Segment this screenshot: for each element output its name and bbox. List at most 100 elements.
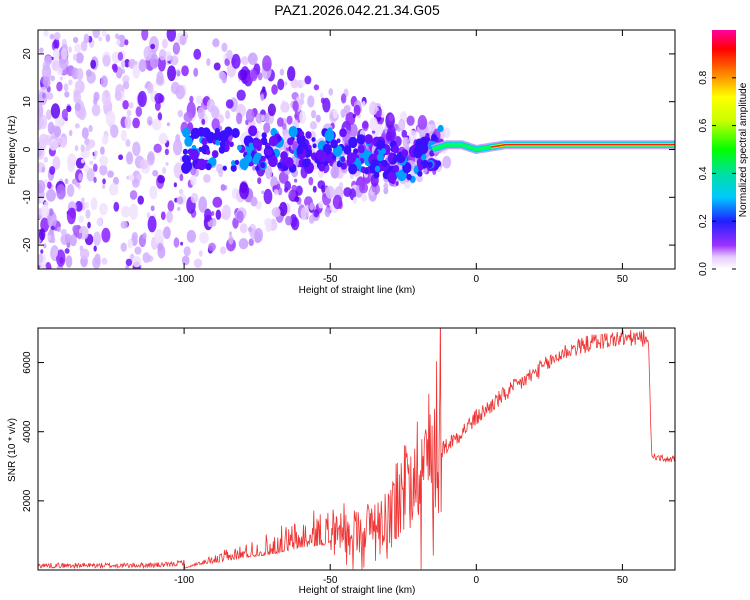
spectrogram-core-blob — [196, 158, 207, 171]
snr-x-label: Height of straight line (km) — [299, 585, 416, 596]
spectrogram-blob — [294, 196, 300, 203]
spectrogram-blob — [172, 138, 183, 156]
spectrogram-blob — [52, 48, 60, 61]
spectrogram-blob — [51, 59, 62, 72]
spectrogram-blob — [341, 114, 345, 118]
spectrogram-blob — [385, 131, 393, 142]
spectrogram-core-blob — [182, 127, 191, 138]
spectrogram-core-blob — [417, 164, 424, 171]
spectrogram-blob — [162, 166, 167, 174]
spectrogram-core-blob — [373, 149, 379, 156]
spectrogram-blob — [325, 185, 335, 199]
spectrogram-blob — [66, 183, 75, 198]
spectrogram-blob — [40, 264, 47, 269]
spectrogram-blob — [93, 176, 97, 183]
spectrogram-blob — [99, 155, 109, 166]
spectrogram-blob — [300, 79, 306, 87]
x-tick-label: 0 — [474, 575, 480, 586]
spectrogram-blob — [47, 211, 57, 229]
spectrogram-blob — [304, 75, 312, 85]
spectrogram-core-blob — [425, 132, 430, 138]
spectrogram-blob — [120, 220, 128, 229]
spectrogram-blob — [93, 91, 100, 102]
spectrogram-blob — [108, 183, 119, 196]
spectrogram-blob — [166, 30, 177, 42]
spectrogram-blob — [201, 118, 206, 125]
spectrogram-blob — [176, 206, 181, 211]
spectrogram-core-blob — [181, 162, 191, 174]
spectrogram-blob — [293, 178, 298, 183]
spectrogram-core-blob — [215, 139, 220, 146]
snr-series-line — [38, 328, 675, 570]
spectrogram-blob — [94, 150, 98, 156]
spectrogram-blob — [147, 82, 154, 94]
spectrogram-blob — [65, 255, 73, 268]
spectrogram-blob — [299, 92, 305, 100]
snr-panel: -100 -50 0 50 2000 4000 6000 Height of straig… — [7, 327, 676, 596]
spectrogram-blob — [213, 62, 221, 71]
spectrogram-core-blob — [211, 150, 219, 159]
spectrogram-blob — [237, 69, 248, 81]
spectrogram-blob — [53, 126, 62, 138]
spectrogram-blob — [56, 249, 66, 267]
spectrogram-blob — [41, 64, 52, 81]
spectrogram-blob — [286, 115, 293, 125]
colorbar-tick-label: 0.0 — [698, 262, 709, 276]
spectrogram-blob — [226, 49, 233, 61]
spectrogram-blob — [264, 217, 272, 228]
spectrogram-blob — [154, 92, 164, 104]
spectrogram-blob — [126, 109, 132, 117]
spectrogram-blob — [220, 184, 226, 191]
spectrogram-core-blob — [312, 143, 317, 149]
spectrogram-blob — [265, 165, 273, 180]
spectrogram-blob — [165, 161, 169, 166]
spectrogram-blob — [146, 116, 153, 126]
spectrogram-blob — [195, 95, 203, 105]
spectrogram-blob — [308, 176, 314, 186]
spectrogram-blob — [181, 65, 189, 77]
spectrogram-blob — [250, 69, 258, 82]
spectrogram-blob — [443, 127, 451, 139]
y-tick-label: 0 — [22, 146, 33, 152]
spectrogram-blob — [105, 34, 111, 42]
spectrogram-blob — [80, 158, 85, 164]
spectrogram-blob — [112, 176, 119, 186]
spectrogram-blob — [179, 173, 184, 182]
spectrogram-core-blob — [276, 135, 282, 142]
spectrogram-blob — [292, 100, 299, 112]
spectrogram-blob — [78, 215, 84, 223]
spectrogram-blob — [43, 156, 49, 163]
spectrogram-blob — [157, 175, 166, 184]
spectrogram-blobs — [38, 30, 452, 269]
spectrogram-blob — [172, 42, 181, 55]
spectrogram-core-blob — [392, 145, 400, 154]
spectrogram-blob — [231, 53, 241, 69]
spectrogram-blob — [51, 236, 56, 244]
spectrogram-core-blob — [268, 155, 278, 168]
spectrogram-blob — [311, 109, 317, 119]
spectrogram-blob — [175, 133, 181, 143]
spectrogram-blob — [127, 238, 133, 249]
spectrogram-blob — [137, 90, 147, 108]
spectrogram-blob — [85, 144, 92, 151]
spectrogram-core-blob — [246, 149, 252, 156]
spectrogram-core-blob — [431, 133, 438, 142]
snr-frame — [37, 327, 676, 571]
spectrogram-blob — [190, 192, 199, 204]
spectrogram-blob — [113, 201, 120, 212]
spectrogram-blob — [66, 153, 77, 168]
spectrogram-blob — [236, 210, 244, 224]
spectrogram-blob — [309, 202, 315, 211]
frequency-track — [431, 140, 675, 155]
spectrogram-core-blob — [284, 157, 294, 168]
spectrogram-blob — [183, 111, 193, 123]
spectrogram-blob — [101, 89, 111, 107]
spectrogram-blob — [38, 179, 46, 194]
x-tick-label: 50 — [617, 575, 629, 586]
spectrogram-blob — [75, 52, 84, 64]
spectrogram-blob — [147, 151, 155, 166]
spectrogram-blob — [49, 165, 56, 175]
spectrogram-blob — [211, 118, 220, 131]
spectrogram-blob — [58, 137, 63, 143]
